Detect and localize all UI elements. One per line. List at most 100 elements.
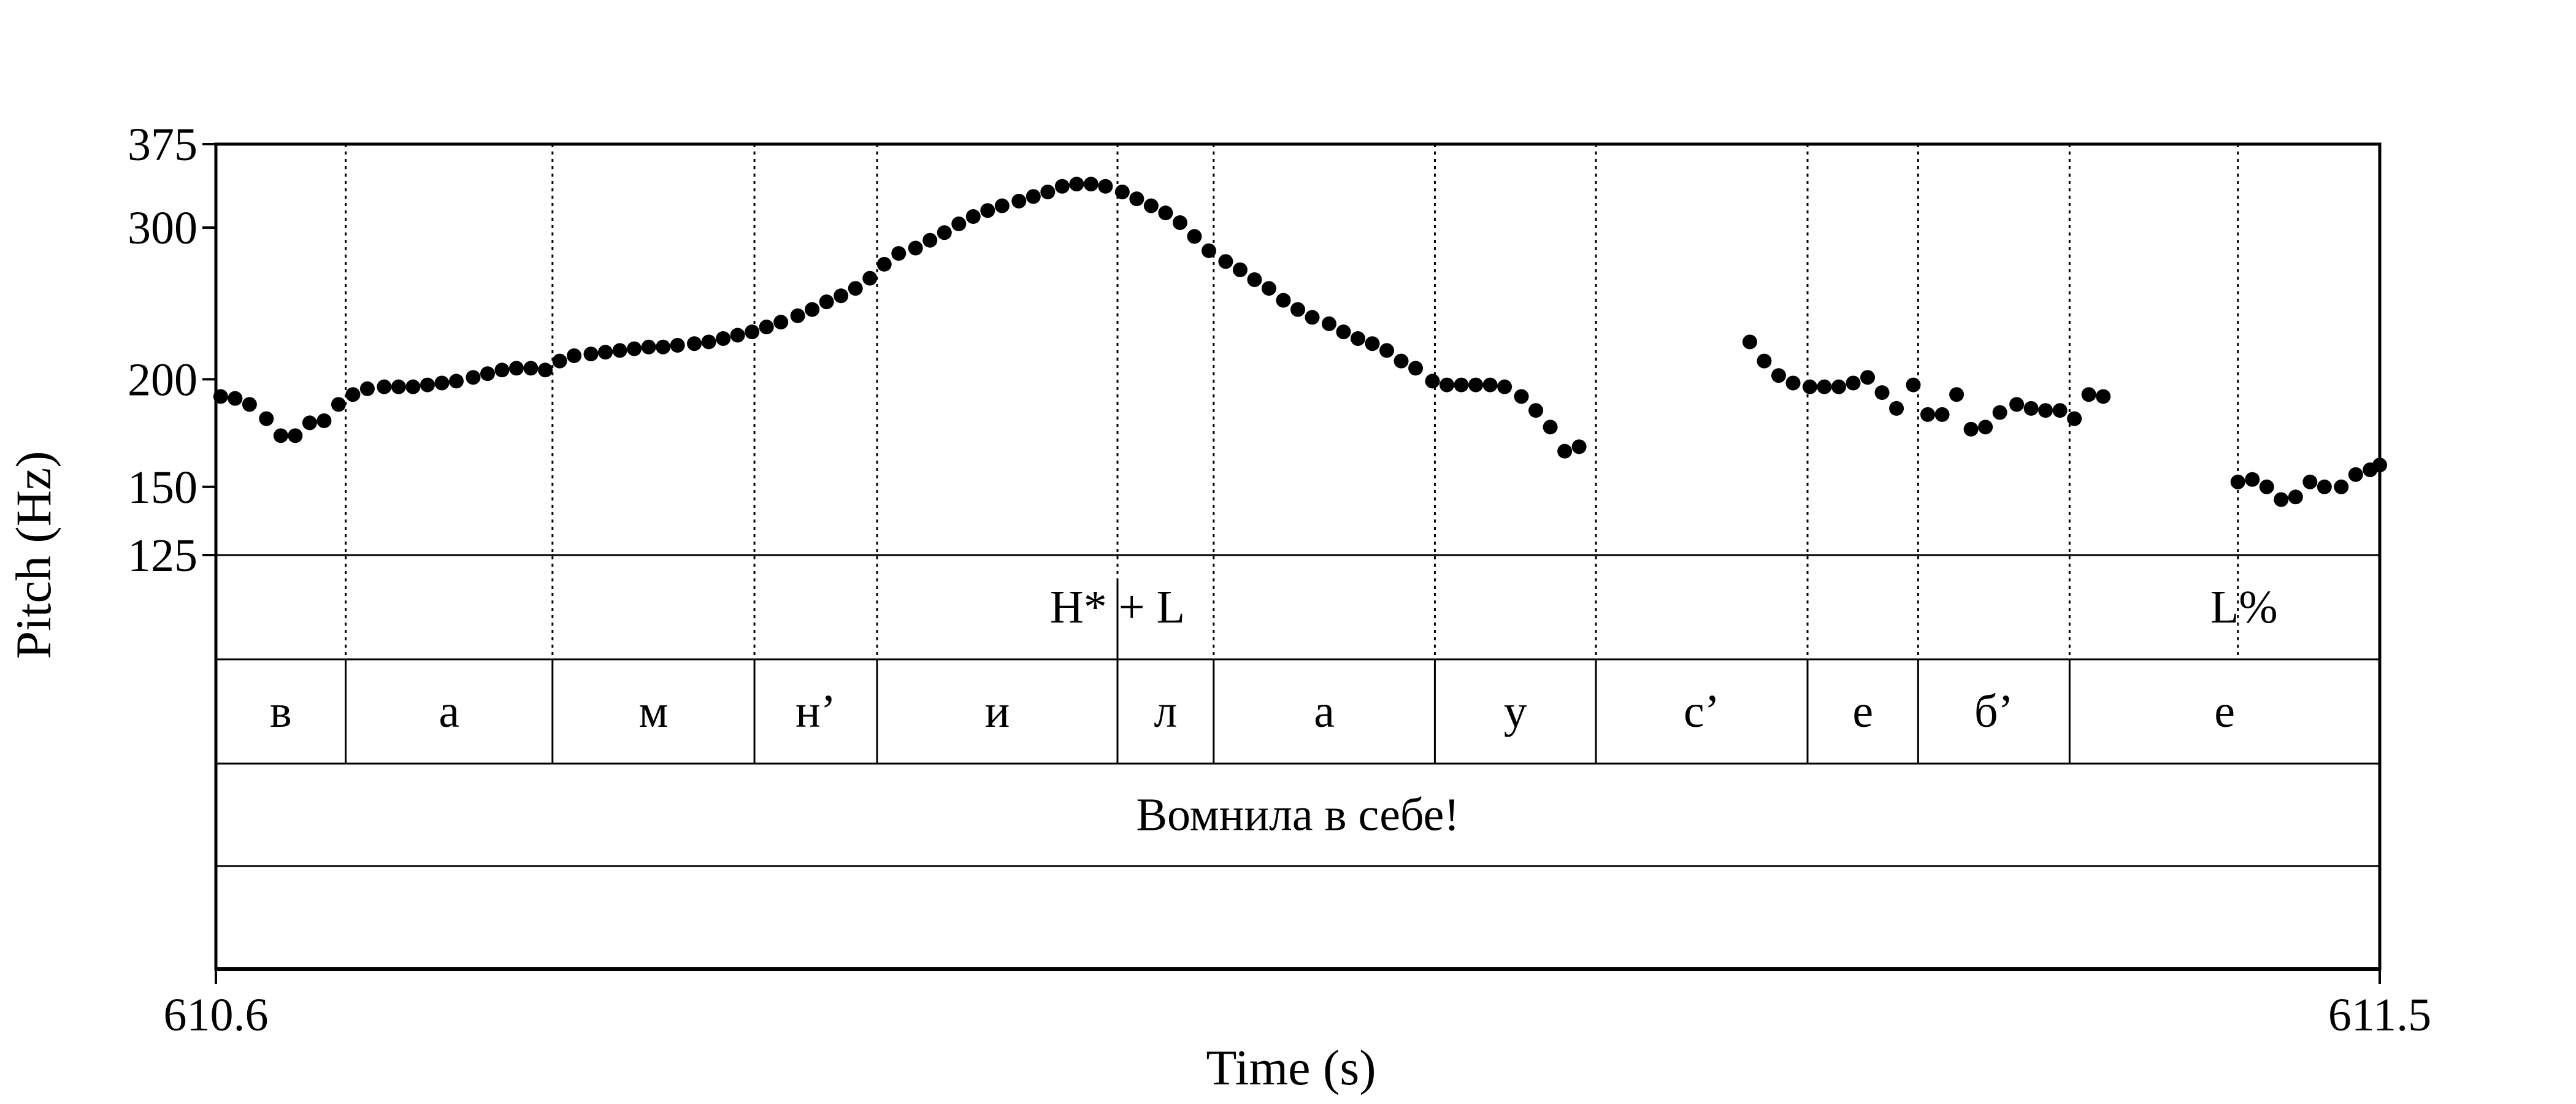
pitch-point — [1336, 324, 1351, 340]
pitch-point — [1963, 421, 1979, 437]
y-axis-ticks: 375 300 200 150 125 — [128, 119, 216, 581]
pitch-point — [1425, 374, 1440, 389]
pitch-point — [701, 334, 716, 350]
pitch-point — [1771, 368, 1786, 383]
pitch-point — [848, 281, 863, 296]
pitch-point — [773, 315, 789, 330]
pitch-point — [1351, 331, 1365, 346]
pitch-point — [2067, 411, 2082, 426]
pitch-points — [213, 177, 2387, 507]
pitch-point — [937, 225, 952, 240]
pitch-point — [1321, 316, 1336, 331]
segment-label: н’ — [795, 686, 836, 737]
pitch-point — [583, 347, 599, 362]
segment-label: б’ — [1974, 686, 2014, 737]
pitch-point — [2245, 472, 2260, 487]
x-tick-label: 611.5 — [2328, 989, 2431, 1041]
pitch-point — [2052, 403, 2068, 418]
y-tick-label: 375 — [128, 119, 197, 171]
pitch-point — [405, 379, 421, 394]
pitch-point — [1497, 379, 1512, 394]
pitch-point — [273, 428, 288, 443]
segment-label: е — [2214, 686, 2235, 737]
pitch-point — [1129, 191, 1144, 207]
segment-label: м — [638, 686, 668, 737]
pitch-point — [391, 379, 406, 394]
pitch-point — [641, 339, 656, 355]
x-axis-ticks: 610.6 611.5 — [164, 969, 2431, 1041]
pitch-point — [1846, 375, 1861, 391]
pitch-point — [466, 370, 481, 385]
pitch-point — [1172, 215, 1187, 231]
pitch-point — [1232, 262, 1248, 277]
pitch-point — [1040, 184, 1056, 199]
pitch-point — [1757, 353, 1772, 369]
pitch-point — [2023, 401, 2039, 416]
pitch-point — [627, 341, 642, 356]
pitch-point — [1785, 375, 1801, 391]
segment-label: а — [1314, 686, 1335, 737]
pitch-point — [1514, 389, 1529, 404]
pitch-point — [1305, 310, 1320, 325]
pitch-point — [730, 328, 745, 343]
pitch-point — [1557, 443, 1573, 459]
pitch-point — [2081, 387, 2096, 402]
pitch-point — [951, 217, 967, 232]
pitch-point — [1201, 243, 1216, 258]
pitch-point — [2317, 479, 2332, 494]
pitch-point — [1742, 334, 1757, 350]
y-tick-label: 125 — [128, 530, 197, 581]
pitch-point — [1543, 420, 1558, 435]
pitch-point — [377, 379, 392, 394]
pitch-point — [745, 324, 760, 340]
pitch-point — [259, 411, 274, 426]
pitch-point — [302, 415, 317, 431]
pitch-point — [1992, 405, 2007, 420]
phrase-label: Вомнила в себе! — [1136, 789, 1459, 841]
pitch-point — [1817, 379, 1832, 394]
pitch-point — [1482, 377, 1498, 393]
pitch-point — [1158, 205, 1173, 221]
pitch-point — [670, 338, 685, 353]
pitch-point — [359, 381, 375, 396]
pitch-point — [1114, 184, 1130, 199]
pitch-point — [1906, 377, 1921, 393]
annotation-tiers: H* + L L% в а м н’ и л а у с’ е б’ е Вомнила в себе! — [270, 581, 2278, 841]
pitch-point — [1889, 401, 1904, 416]
segment-label: а — [439, 686, 459, 737]
pitch-point — [345, 387, 361, 402]
pitch-point — [331, 397, 346, 412]
pitch-point — [509, 361, 524, 376]
pitch-point — [965, 209, 981, 224]
pitch-point — [876, 256, 892, 272]
boundary-lines — [345, 144, 2239, 659]
pitch-point — [716, 331, 731, 346]
pitch-point — [494, 362, 510, 378]
pitch-point — [1143, 198, 1159, 213]
pitch-point — [434, 375, 450, 391]
pitch-point — [1025, 189, 1041, 204]
pitch-point — [1247, 272, 1262, 288]
y-axis-label: Pitch (Hz) — [6, 451, 61, 659]
pitch-point — [598, 345, 613, 360]
pitch-point — [1802, 379, 1817, 394]
pitch-point — [2334, 479, 2349, 494]
pitch-point — [759, 320, 774, 335]
segment-label: е — [1852, 686, 1873, 737]
pitch-point — [891, 246, 907, 261]
x-axis-label: Time (s) — [1206, 1040, 1376, 1095]
pitch-point — [2230, 474, 2245, 489]
pitch-point — [1261, 281, 1276, 296]
pitch-point — [1874, 385, 1890, 401]
pitch-point — [1365, 336, 1380, 351]
pitch-point — [805, 302, 820, 317]
pitch-point — [980, 203, 995, 218]
pitch-point — [449, 374, 464, 389]
pitch-point — [1454, 377, 1469, 393]
pitch-point — [1860, 370, 1876, 385]
pitch-point — [523, 361, 539, 376]
tone-label: L% — [2210, 581, 2278, 633]
pitch-point — [1054, 178, 1070, 194]
pitch-point — [242, 397, 257, 412]
pitch-point — [656, 339, 671, 355]
